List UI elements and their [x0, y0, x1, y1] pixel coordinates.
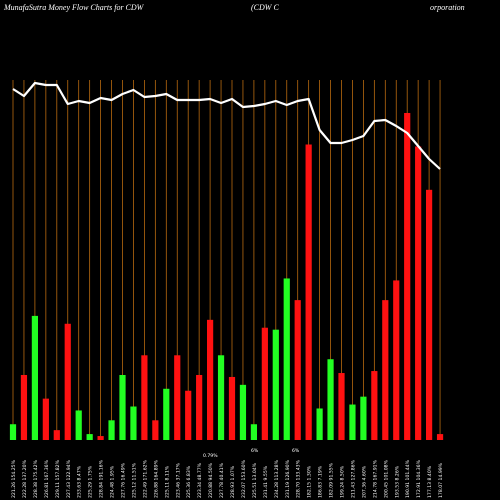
- x-tick-label: 222.49 171.62%: [142, 459, 148, 498]
- x-tick-label: 225.51 13.04%: [252, 462, 258, 498]
- x-tick-label: 222.28 137.20%: [22, 459, 28, 498]
- x-tick-label: 211.43 127.86%: [350, 459, 356, 498]
- money-flow-bar: [404, 112, 411, 440]
- money-flow-bar: [75, 410, 82, 440]
- x-tick-label: 225.12 11.51%: [131, 462, 137, 498]
- x-tick-label: 178.07 14.99%: [438, 462, 444, 498]
- x-tick-label: 228.38 175.42%: [33, 459, 39, 498]
- money-flow-bar: [228, 376, 236, 440]
- x-tick-label: 221.26 154.25%: [11, 459, 17, 498]
- price-line: [12, 81, 441, 170]
- x-tick-label: 182.15 1.30%: [307, 465, 313, 498]
- x-tick-label: 227.43 122.94%: [66, 459, 72, 498]
- money-flow-bar: [196, 374, 203, 440]
- money-flow-bar: [360, 396, 367, 440]
- money-flow-bar: [371, 371, 378, 440]
- money-flow-bar: [294, 300, 301, 440]
- x-tick-label: 228.70 133.43%: [296, 459, 302, 498]
- money-flow-bar: [316, 408, 323, 440]
- money-flow-bar: [250, 424, 257, 440]
- x-tick-label: 232.07 153.60%: [241, 459, 247, 498]
- x-tick-label: 228.84 191.16%: [99, 459, 105, 498]
- x-tick-label: 207.36 4.60%: [361, 465, 367, 498]
- money-flow-bar: [283, 278, 290, 440]
- money-flow-bar: [305, 144, 312, 440]
- x-tick-label: 226.88 164.89%: [153, 459, 159, 498]
- money-flow-bar: [130, 406, 137, 440]
- x-tick-label: 224.48 1.95%: [110, 465, 116, 498]
- x-tick-label: 172.91 104.36%: [416, 459, 422, 498]
- money-flow-bar: [272, 329, 279, 440]
- money-flow-bar: [382, 300, 389, 440]
- x-tick-label: 200.45 101.08%: [383, 459, 389, 498]
- money-flow-bar: [108, 420, 115, 440]
- x-tick-label: 234.28 113.28%: [274, 459, 280, 498]
- x-tick-label: 220.88 94.50%: [208, 462, 214, 498]
- chart-title: MunafaSutra Money Flow Charts for CDW: [4, 3, 144, 12]
- money-flow-bar: [9, 424, 17, 440]
- money-flow-bar: [426, 189, 433, 440]
- x-tick-label: 228.93 1.07%: [230, 465, 236, 498]
- money-flow-bar: [97, 436, 104, 440]
- chart-annotation: 0.79%: [203, 453, 218, 459]
- x-tick-label: 231.41 9.55%: [263, 465, 269, 498]
- x-tick-label: 223.46 37.17%: [175, 462, 181, 498]
- money-flow-bar: [415, 146, 422, 440]
- chart-title-company: (CDW C: [251, 3, 279, 12]
- x-tick-label: 186.83 7.19%: [318, 465, 324, 498]
- x-tick-label: 229.11 157.82%: [55, 459, 61, 498]
- x-tick-label: 190.91 101.44%: [405, 459, 411, 498]
- money-flow-bar: [31, 315, 38, 440]
- x-tick-label: 231.19 126.90%: [285, 459, 291, 498]
- x-tick-label: 193.53 8.26%: [394, 465, 400, 498]
- chart-annotation: 6%: [251, 448, 259, 454]
- x-tick-label: 214.78 167.91%: [372, 459, 378, 498]
- money-flow-bar: [349, 404, 356, 440]
- x-tick-label: 233.63 8.47%: [77, 465, 83, 498]
- x-tick-label: 225.36 6.83%: [186, 465, 192, 498]
- x-tick-label: 223.34 48.77%: [197, 462, 203, 498]
- money-flow-bar: [261, 327, 268, 440]
- x-tick-label: 227.76 16.49%: [121, 462, 127, 498]
- money-flow-bar: [207, 319, 214, 440]
- money-flow-bar: [53, 430, 60, 440]
- chart-annotation: 6%: [292, 448, 300, 454]
- x-tick-label: 226.81 167.36%: [44, 459, 50, 498]
- money-flow-bar: [174, 355, 181, 440]
- money-flow-bar: [119, 374, 126, 440]
- money-flow-bar: [152, 420, 159, 440]
- money-flow-bar: [20, 374, 28, 440]
- x-tick-label: 199.24 8.50%: [340, 465, 346, 498]
- money-flow-bar: [141, 355, 148, 440]
- chart-title-company-rest: orporation: [430, 3, 465, 12]
- money-flow-bar: [42, 398, 49, 440]
- x-tick-label: 182.09 91.55%: [329, 462, 335, 498]
- x-tick-label: 225.29 1.75%: [88, 465, 94, 498]
- money-flow-bar: [86, 434, 93, 440]
- money-flow-bar: [64, 323, 71, 440]
- x-tick-label: 177.13 8.40%: [427, 465, 433, 498]
- money-flow-bar: [185, 390, 192, 440]
- money-flow-bar: [436, 434, 444, 440]
- x-tick-label: 225.11 8.11%: [164, 465, 170, 498]
- money-flow-bar: [393, 280, 400, 440]
- money-flow-bar: [239, 384, 247, 440]
- money-flow-bar: [217, 355, 225, 440]
- x-tick-label: 227.78 40.41%: [219, 462, 225, 498]
- money-flow-bar: [327, 359, 334, 440]
- money-flow-bar: [338, 373, 345, 440]
- money-flow-bar: [163, 388, 170, 440]
